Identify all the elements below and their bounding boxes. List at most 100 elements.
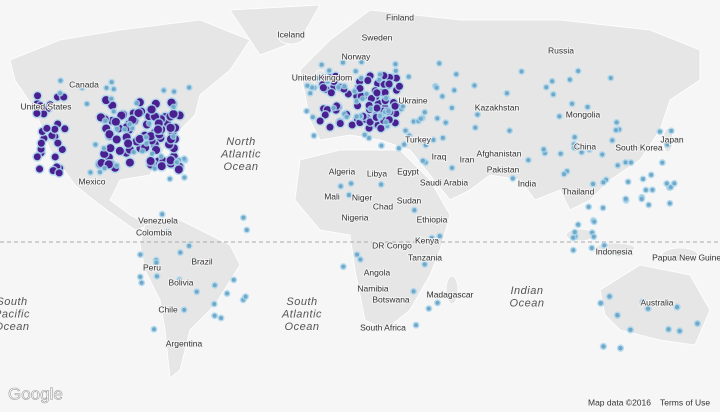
point [666, 327, 671, 332]
point [356, 84, 364, 92]
country-label: Kenya [415, 235, 439, 245]
point [608, 75, 613, 80]
point [174, 160, 179, 165]
country-label: United Kingdom [292, 72, 352, 82]
point [377, 72, 382, 77]
point [592, 219, 597, 224]
point [353, 69, 358, 74]
point [109, 80, 114, 85]
country-label: Ethiopia [417, 214, 448, 224]
point [331, 106, 336, 111]
country-label: Mongolia [566, 109, 601, 119]
point [111, 87, 116, 92]
point [354, 114, 359, 119]
point [305, 83, 310, 88]
country-label: Iraq [432, 151, 447, 161]
point [310, 115, 315, 120]
point [355, 252, 360, 257]
point [336, 85, 341, 90]
point [311, 133, 316, 138]
point [146, 157, 155, 166]
point [435, 300, 440, 305]
point [102, 166, 107, 171]
point [504, 91, 509, 96]
point [360, 96, 365, 101]
point [37, 102, 45, 110]
ocean-label: Indian [511, 285, 544, 297]
point [406, 74, 411, 79]
point [349, 181, 354, 186]
point [591, 182, 596, 187]
point [105, 130, 114, 139]
point [347, 192, 352, 197]
point [341, 264, 346, 269]
point [385, 80, 393, 88]
point [97, 170, 102, 175]
ocean-label: North [226, 136, 255, 148]
point [391, 102, 399, 110]
logo: Google [8, 384, 63, 403]
point [219, 316, 224, 321]
point [377, 114, 382, 119]
point [187, 243, 192, 248]
point [171, 134, 176, 139]
point [319, 84, 327, 92]
point [191, 258, 196, 263]
point [115, 146, 124, 155]
point [510, 176, 515, 181]
point [154, 125, 163, 134]
point [93, 142, 98, 147]
point [379, 143, 384, 148]
point [626, 179, 631, 184]
terms-link[interactable]: Terms of Use [660, 397, 710, 407]
point [194, 289, 199, 294]
point [336, 119, 344, 127]
point [422, 262, 427, 267]
point [315, 76, 320, 81]
point [160, 212, 165, 217]
point [395, 82, 403, 90]
point [454, 72, 459, 77]
point [144, 135, 149, 140]
point [152, 166, 157, 171]
point [567, 77, 572, 82]
point [319, 62, 324, 67]
point [668, 185, 673, 190]
point [426, 306, 431, 311]
point [177, 277, 182, 282]
point [473, 125, 478, 130]
country-label: Angola [364, 267, 391, 277]
point [43, 124, 51, 132]
point [212, 283, 217, 288]
point [359, 75, 364, 80]
country-label: Algeria [329, 166, 356, 176]
point [420, 158, 425, 163]
point [614, 120, 619, 125]
point [61, 125, 69, 133]
point [423, 143, 428, 148]
point [615, 163, 620, 168]
country-label: Mexico [79, 176, 106, 186]
point [677, 328, 682, 334]
point [616, 250, 621, 255]
point [368, 106, 373, 111]
point [639, 197, 644, 202]
point [122, 127, 127, 132]
point [601, 344, 606, 349]
point [364, 77, 372, 85]
attribution: Map data ©2016 [588, 397, 651, 407]
point [111, 117, 120, 126]
point [144, 141, 149, 146]
point [572, 135, 577, 140]
point [359, 60, 364, 65]
data-points [31, 58, 702, 352]
point [672, 181, 677, 186]
point [576, 69, 581, 74]
point [393, 68, 398, 73]
point [411, 119, 416, 124]
point [402, 142, 407, 147]
point [84, 101, 89, 106]
point [164, 229, 169, 234]
point [695, 321, 700, 326]
